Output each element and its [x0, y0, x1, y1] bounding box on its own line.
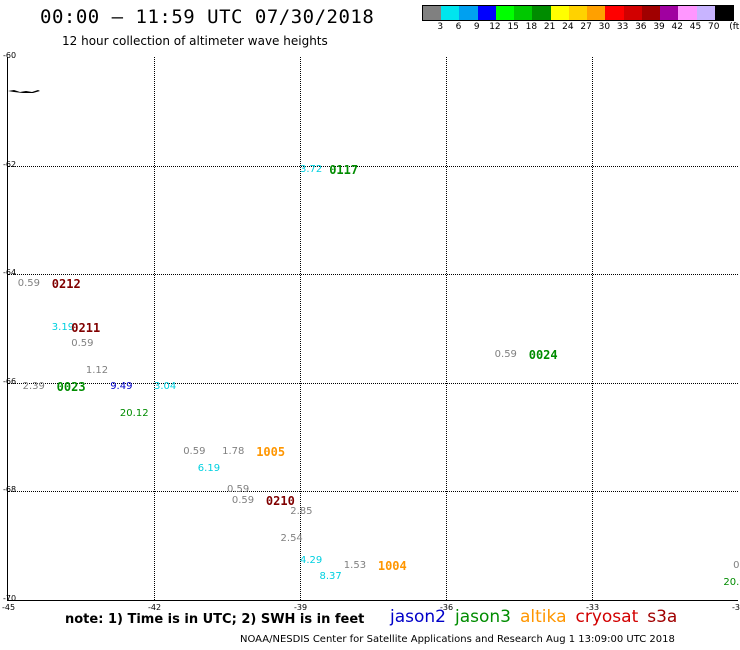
legend-label: 30: [598, 22, 611, 32]
legend-swatch: [441, 6, 460, 20]
wave-height-value: 3.19: [51, 321, 75, 333]
legend-swatch: [532, 6, 551, 20]
footer-credit: NOAA/NESDIS Center for Satellite Applica…: [240, 634, 675, 645]
wave-height-value: 0.59: [183, 446, 206, 458]
x-tick-label: -39: [294, 603, 308, 612]
legend-label: 27: [580, 22, 592, 32]
legend-label: 15: [507, 22, 519, 32]
wave-height-value: 2.54: [280, 533, 303, 545]
grid-line-horizontal: [8, 274, 738, 276]
wave-height-value: 0.59: [227, 484, 250, 496]
legend-label: 6: [455, 22, 462, 32]
chart-title: 00:00 – 11:59 UTC 07/30/2018: [40, 6, 375, 28]
wave-height-value: 4.29: [300, 554, 323, 566]
legend-swatch: [568, 6, 588, 20]
wave-height-value: 0.59: [231, 495, 255, 507]
pass-time-label: 0211: [71, 320, 101, 335]
legend-label: 9: [473, 22, 480, 32]
satellite-legend-item: jason2: [390, 607, 446, 627]
wave-height-value: 3.04: [154, 381, 177, 393]
legend-swatch: [587, 6, 606, 20]
legend-label: 70: [708, 22, 720, 32]
legend-swatch: [641, 6, 661, 20]
legend-swatch: [550, 6, 569, 20]
legend-swatch: [514, 6, 533, 20]
legend-swatch: [678, 6, 697, 20]
pass-time-label: 1004: [377, 559, 407, 574]
y-tick-label: -70: [3, 594, 17, 603]
legend-label: 21: [543, 22, 556, 32]
color-legend-bar: [422, 5, 734, 21]
x-tick-label: -33: [586, 603, 600, 612]
wave-height-value: 0.: [733, 560, 740, 572]
wave-height-value: 6.19: [197, 462, 221, 474]
wave-height-value: 1.12: [85, 364, 109, 376]
satellite-legend-item: jason3: [455, 607, 511, 627]
legend-swatch: [696, 6, 715, 20]
note-text: note: 1) Time is in UTC; 2) SWH is in fe…: [65, 612, 365, 627]
wave-height-value: 20.12: [119, 408, 149, 420]
wave-height-value: 8.37: [319, 571, 342, 583]
legend-swatch: [423, 6, 442, 20]
x-tick-label: -36: [440, 603, 454, 612]
pass-time-label: 1005: [256, 445, 286, 460]
grid-line-horizontal: [8, 491, 738, 493]
wave-height-value: 1.78: [222, 446, 245, 458]
pass-time-label: 0024: [528, 347, 558, 362]
satellite-legend-item: s3a: [647, 607, 678, 627]
legend-swatch: [495, 6, 515, 20]
grid-line-vertical: [592, 57, 593, 600]
chart-subtitle: 12 hour collection of altimeter wave hei…: [62, 34, 328, 48]
satellite-legend-item: cryosat: [575, 607, 639, 627]
wave-height-value: 2.39: [22, 381, 45, 393]
legend-label: 45: [689, 22, 702, 32]
grid-line-vertical: [300, 57, 301, 600]
satellite-legend-item: altika: [520, 607, 567, 627]
legend-label: 42: [671, 22, 684, 32]
y-tick-label: -66: [3, 376, 17, 386]
wave-height-value: 9.49: [110, 381, 133, 393]
legend-swatch: [714, 6, 733, 20]
pass-time-label: 0210: [265, 494, 295, 509]
wave-height-value: 0.59: [494, 348, 517, 360]
pass-time-label: 0117: [329, 163, 359, 178]
legend-swatch: [605, 6, 624, 20]
map-area: -45 -42 -39 -36 -33 -30 -60 -62 -64 -66 -68 -70 3.72…: [2, 51, 740, 612]
satellite-legend: jason2 jason3 altika cryosat s3a: [390, 607, 686, 627]
legend-swatch: [459, 6, 478, 20]
legend-label: 33: [616, 22, 629, 32]
legend-label: 36: [635, 22, 647, 32]
y-tick-label: -64: [3, 268, 17, 278]
wave-height-value: 1.53: [343, 560, 367, 572]
grid-line-horizontal: [8, 165, 738, 167]
y-tick-label: -60: [3, 51, 17, 60]
legend-label: 3: [437, 22, 444, 32]
y-tick-label: -68: [3, 485, 17, 495]
legend-label: (ft): [729, 22, 740, 32]
y-tick-label: -62: [3, 159, 17, 169]
pass-time-label: 0212: [51, 277, 81, 292]
x-tick-label: -45: [2, 603, 16, 612]
legend-label: 18: [525, 22, 538, 32]
legend-label: 24: [562, 22, 574, 32]
grid-line-vertical: [446, 57, 447, 600]
wave-height-value: 3.72: [300, 164, 323, 176]
wave-height-value: 20.97: [723, 576, 740, 588]
x-tick-label: -30: [732, 603, 740, 612]
grid-line-horizontal: [8, 382, 738, 384]
grid-line-vertical: [154, 57, 155, 600]
legend-swatch: [477, 6, 496, 20]
wave-height-value: 0.59: [71, 337, 94, 349]
legend-swatch: [623, 6, 642, 20]
wave-height-value: 0.59: [17, 278, 40, 290]
legend-label: 12: [489, 22, 501, 32]
coastline-icon: [8, 90, 40, 93]
legend-swatch: [660, 6, 679, 20]
wave-height-value: 2.85: [290, 506, 313, 518]
pass-time-label: 0023: [56, 380, 86, 395]
legend-label: 39: [653, 22, 665, 32]
x-tick-label: -42: [148, 603, 162, 612]
